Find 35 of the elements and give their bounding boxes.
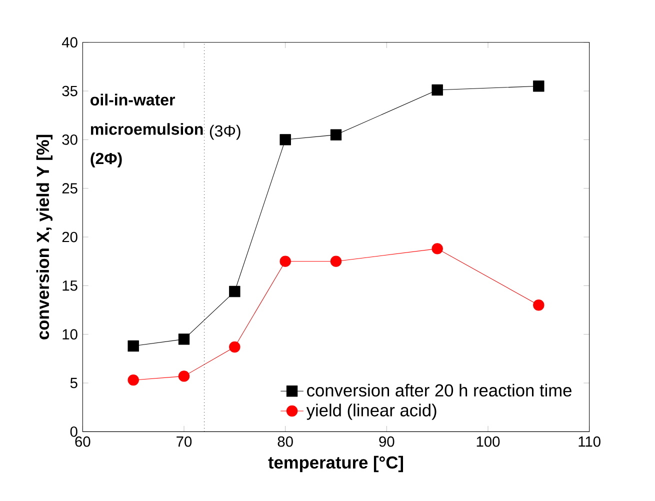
y-tick-label: 20 <box>62 232 78 242</box>
point <box>229 341 240 353</box>
y-tick-label: 35 <box>62 86 78 96</box>
y-tick-label: 30 <box>62 134 78 145</box>
annotation: (3Φ) <box>210 124 240 140</box>
annotation: oil-in-water microemulsion (2Φ) <box>90 94 203 168</box>
y-tick-label: 10 <box>62 329 78 340</box>
x-tick-label: 100 <box>476 436 500 447</box>
point <box>280 256 291 267</box>
x-tick-label: 90 <box>379 436 394 447</box>
y-tick-label: 15 <box>62 280 78 291</box>
point <box>533 300 544 311</box>
point <box>178 334 190 345</box>
y-tick-label: 0 <box>70 426 78 437</box>
x-tick-label: 60 <box>75 436 90 447</box>
point <box>432 84 443 96</box>
y-tick-label: 40 <box>62 37 78 48</box>
legend-label: conversion after 20 h reaction time <box>307 384 572 397</box>
point <box>330 129 342 140</box>
x-axis-title: temperature [°C] <box>268 456 404 472</box>
y-tick-label: 5 <box>70 378 78 388</box>
point <box>533 80 544 92</box>
x-tick-label: 70 <box>176 436 192 447</box>
legend-label: yield (linear acid) <box>306 404 436 420</box>
point <box>280 134 291 146</box>
point <box>432 243 443 254</box>
x-tick-label: 80 <box>278 436 293 447</box>
x-tick-label: 110 <box>578 436 600 447</box>
y-axis-title: conversion X, yield Y [%] <box>36 134 52 340</box>
point <box>229 286 240 298</box>
point <box>128 374 139 386</box>
point <box>178 370 190 382</box>
point <box>128 340 139 352</box>
point <box>330 256 342 267</box>
y-tick-label: 25 <box>62 183 78 194</box>
